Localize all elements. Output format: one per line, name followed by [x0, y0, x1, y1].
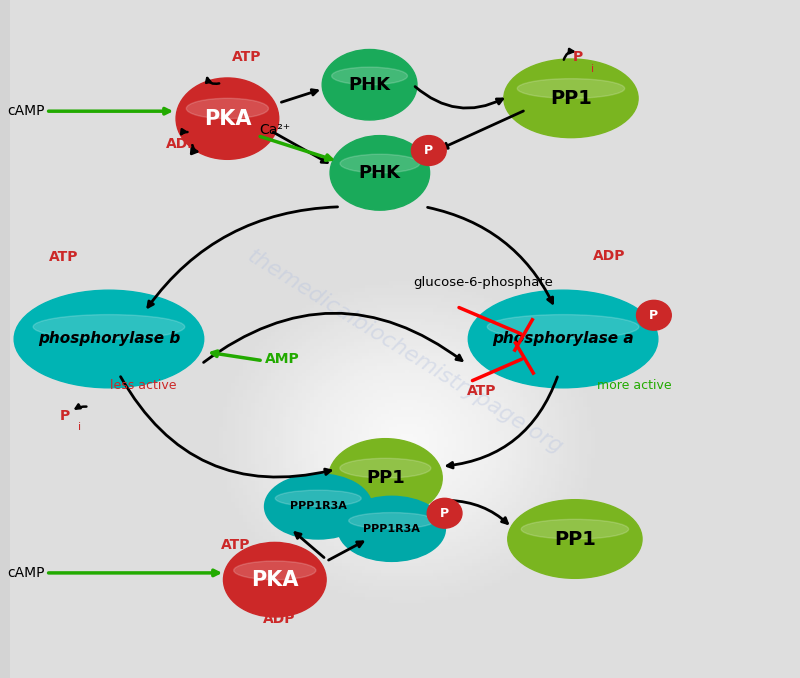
Ellipse shape — [349, 513, 434, 529]
Ellipse shape — [234, 561, 316, 580]
Text: P: P — [60, 409, 70, 422]
Text: themedicalbiochemistrypage.org: themedicalbiochemistrypage.org — [244, 247, 566, 458]
Text: ATP: ATP — [221, 538, 250, 552]
Ellipse shape — [518, 79, 625, 98]
Ellipse shape — [338, 496, 446, 561]
Ellipse shape — [322, 49, 417, 120]
Ellipse shape — [223, 542, 326, 617]
Text: i: i — [590, 64, 594, 74]
Circle shape — [411, 136, 446, 165]
Text: ATP: ATP — [467, 384, 497, 397]
Text: PHK: PHK — [359, 164, 401, 182]
Text: P: P — [573, 50, 583, 64]
Text: P: P — [650, 308, 658, 322]
Text: PPP1R3A: PPP1R3A — [363, 524, 420, 534]
Ellipse shape — [33, 315, 185, 339]
Text: PP1: PP1 — [550, 89, 592, 108]
Text: ADP: ADP — [166, 138, 198, 151]
Text: P: P — [424, 144, 434, 157]
Text: ADP: ADP — [593, 249, 625, 262]
Text: P: P — [440, 506, 449, 520]
Text: more active: more active — [597, 378, 671, 392]
Text: glucose-6-phosphate: glucose-6-phosphate — [413, 275, 553, 289]
Ellipse shape — [340, 155, 420, 173]
Text: PKA: PKA — [204, 108, 251, 129]
Ellipse shape — [340, 458, 431, 478]
Text: AMP: AMP — [266, 353, 300, 366]
Text: less active: less active — [110, 378, 176, 392]
Text: PP1: PP1 — [366, 469, 405, 487]
Text: phosphorylase b: phosphorylase b — [38, 332, 180, 346]
Text: PPP1R3A: PPP1R3A — [290, 502, 346, 511]
Text: phosphorylase a: phosphorylase a — [492, 332, 634, 346]
Text: ATP: ATP — [233, 50, 262, 64]
Ellipse shape — [487, 315, 639, 339]
Ellipse shape — [14, 290, 204, 388]
Text: ATP: ATP — [49, 250, 78, 264]
Ellipse shape — [332, 67, 407, 85]
Text: ADP: ADP — [262, 612, 295, 626]
Ellipse shape — [176, 78, 278, 159]
Text: PP1: PP1 — [554, 530, 596, 549]
Ellipse shape — [265, 474, 372, 539]
Text: PHK: PHK — [349, 76, 390, 94]
Ellipse shape — [522, 519, 629, 539]
Text: cAMP: cAMP — [7, 566, 45, 580]
Text: i: i — [78, 422, 82, 432]
Ellipse shape — [329, 439, 442, 517]
Ellipse shape — [275, 490, 361, 506]
Ellipse shape — [508, 500, 642, 578]
Ellipse shape — [504, 59, 638, 138]
Text: PKA: PKA — [251, 570, 298, 590]
Text: cAMP: cAMP — [7, 104, 45, 118]
Text: Ca²⁺: Ca²⁺ — [259, 123, 290, 137]
Ellipse shape — [186, 98, 269, 119]
Circle shape — [637, 300, 671, 330]
Ellipse shape — [468, 290, 658, 388]
Circle shape — [427, 498, 462, 528]
Ellipse shape — [330, 136, 430, 210]
